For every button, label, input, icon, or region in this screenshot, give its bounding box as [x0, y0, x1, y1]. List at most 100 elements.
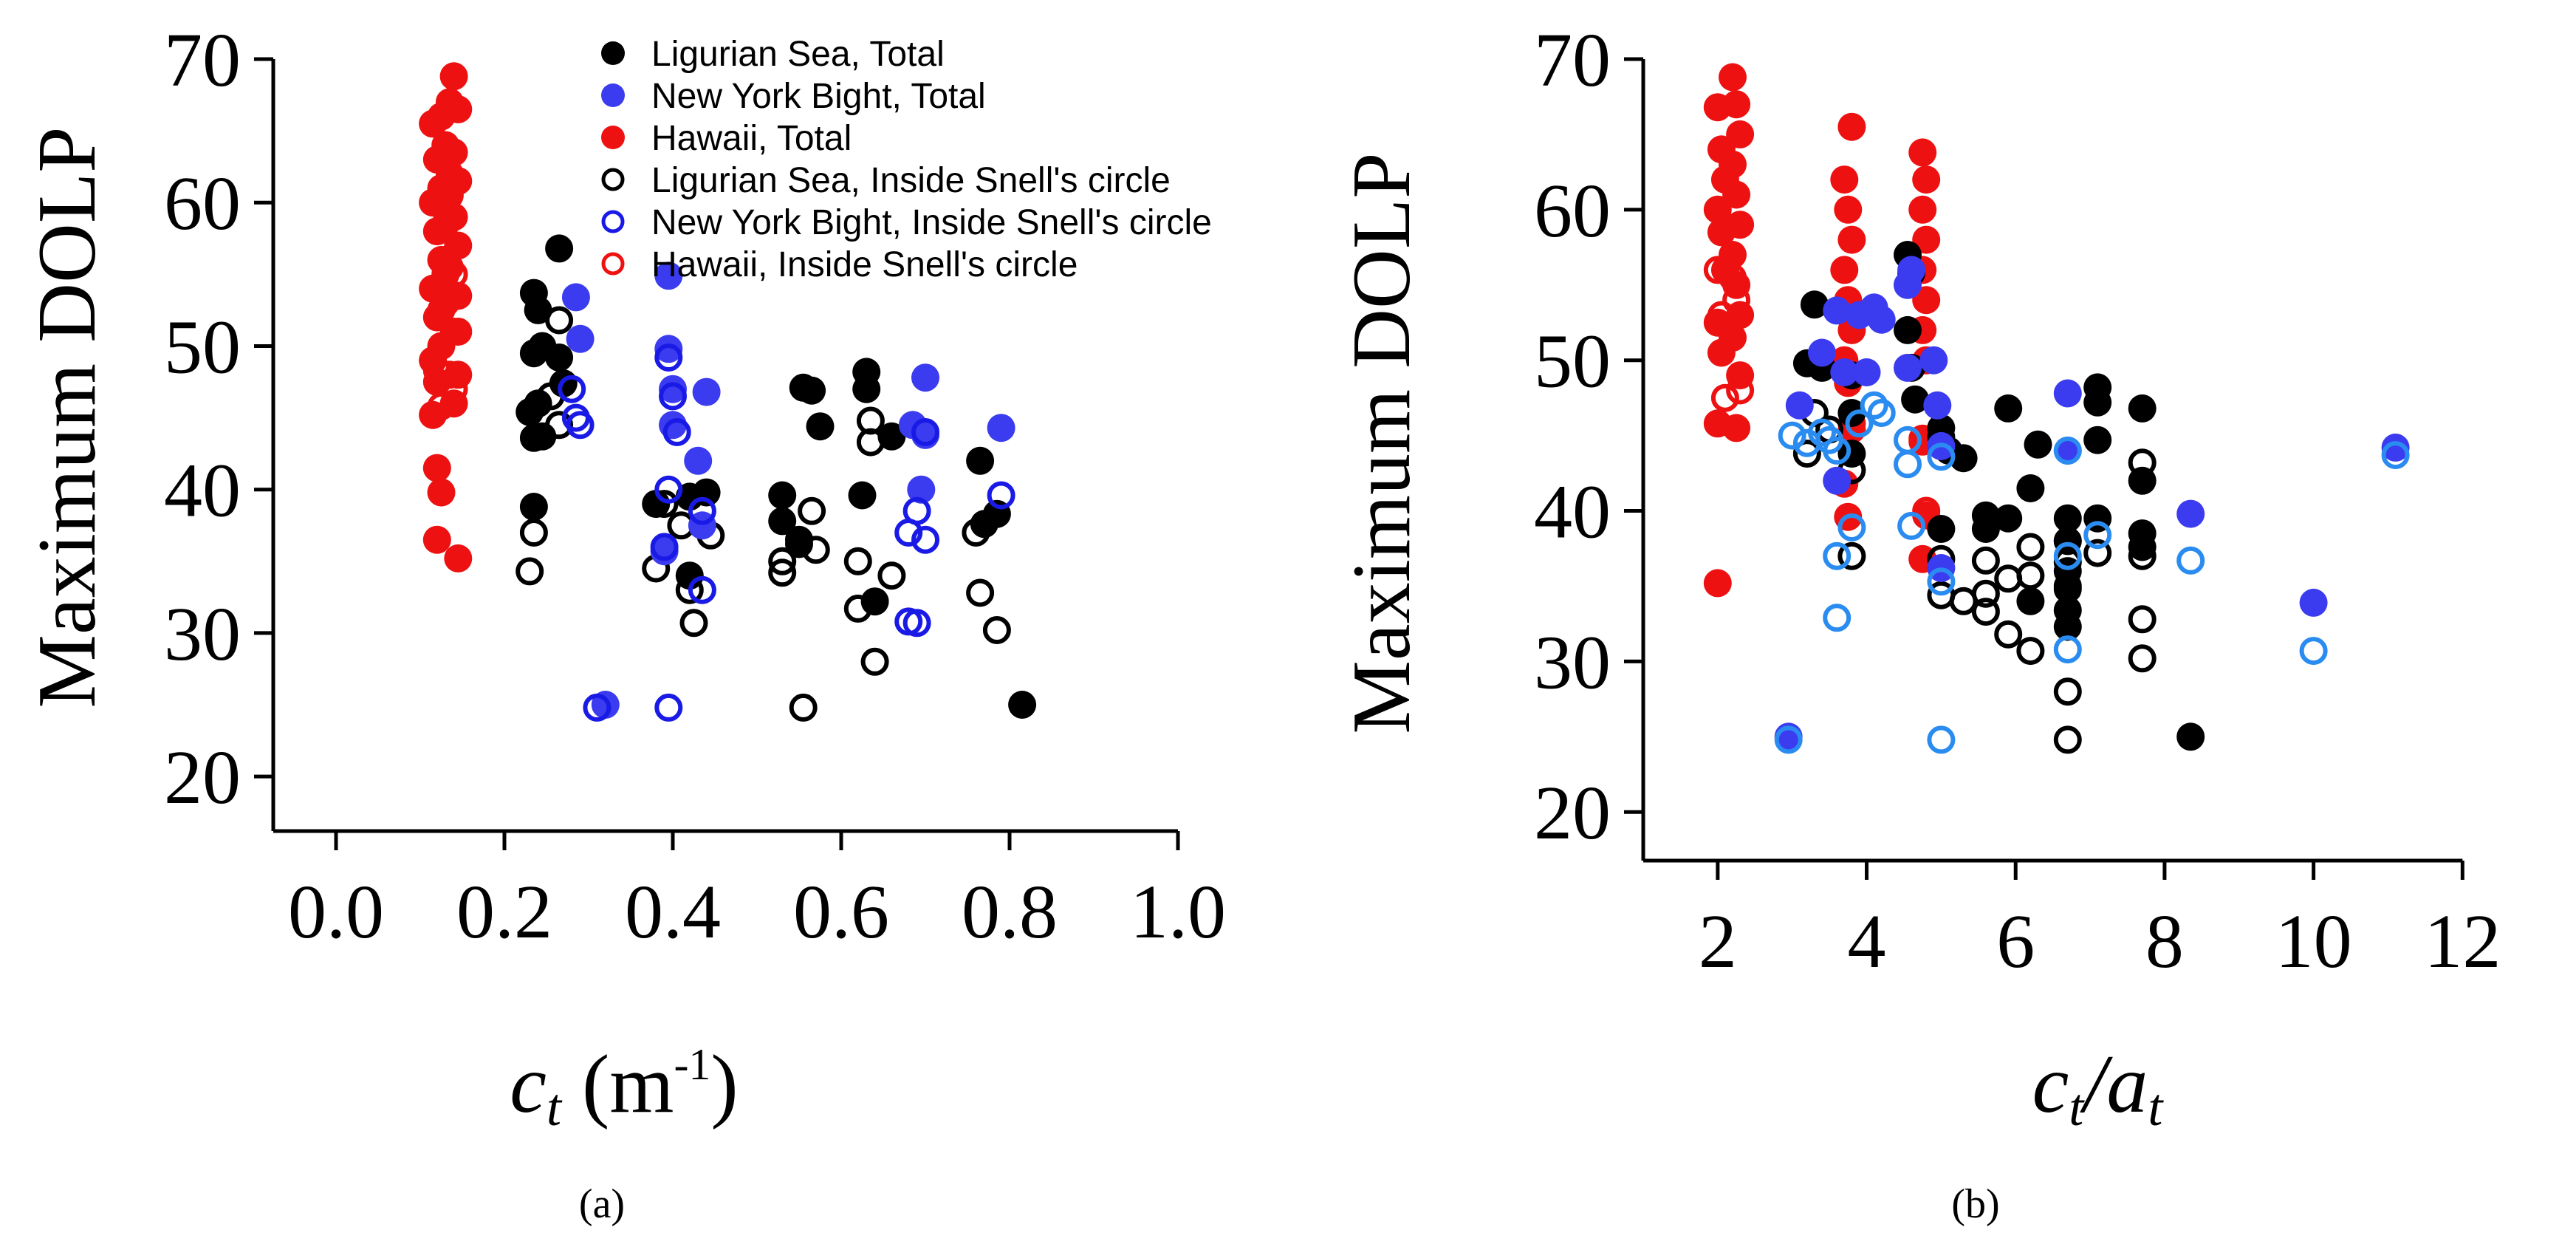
panel-b-point-new-york-bight-inside-snell-s-circle — [1927, 725, 1956, 754]
panel-b-point-new-york-bight-inside-snell-s-circle — [2176, 546, 2205, 575]
panel-b-point-new-york-bight-total — [1919, 346, 1948, 375]
panel-a-ytick-label: 40 — [164, 448, 241, 533]
legend-label-5: Hawaii, Inside Snell's circle — [651, 245, 1078, 284]
panel-b-point-new-york-bight-inside-snell-s-circle — [1927, 442, 1956, 471]
panel-a-point-hawaii-total — [435, 253, 464, 281]
panel-a-point-ligurian-sea-total — [877, 422, 906, 451]
panel-b-point-hawaii-total — [1722, 414, 1751, 442]
panel-b-point-ligurian-sea-inside-snell-s-circle — [2128, 644, 2157, 673]
panel-b-point-ligurian-sea-inside-snell-s-circle — [2016, 533, 2045, 561]
panel-b-points — [1703, 63, 2410, 754]
panel-a-point-new-york-bight-total — [987, 414, 1015, 442]
panel-b-point-new-york-bight-total — [1823, 466, 1852, 495]
panel-a: 20 30 40 50 60 70 0.0 0.2 0.4 0.6 0.8 1.0 Maximum D… — [21, 18, 1226, 1227]
panel-b-point-new-york-bight-total — [1923, 391, 1952, 420]
panel-b-point-ligurian-sea-inside-snell-s-circle — [2128, 448, 2157, 477]
panel-b-point-hawaii-inside-snell-s-circle — [1912, 496, 1941, 525]
panel-b-point-ligurian-sea-inside-snell-s-circle — [1792, 440, 1821, 468]
panel-b-point-new-york-bight-inside-snell-s-circle — [2053, 541, 2082, 570]
panel-b-point-ligurian-sea-total — [1971, 515, 2000, 543]
panel-b-point-hawaii-total — [1703, 195, 1732, 224]
panel-a-point-hawaii-total — [439, 62, 468, 91]
panel-b-ytick-label: 30 — [1534, 620, 1611, 705]
panel-a-point-hawaii-total — [422, 525, 451, 554]
panel-b-ytick-label: 40 — [1534, 470, 1611, 555]
panel-a-point-hawaii-total — [444, 231, 473, 260]
panel-a-point-new-york-bight-inside-snell-s-circle — [654, 475, 683, 504]
panel-b-point-ligurian-sea-total — [2083, 426, 2112, 454]
panel-a-xtick-label: 1.0 — [1130, 869, 1226, 954]
panel-a-xlabel: ct (m-1) — [510, 1039, 738, 1137]
panel-a-point-new-york-bight-inside-snell-s-circle — [902, 609, 931, 638]
panel-a-point-ligurian-sea-inside-snell-s-circle — [768, 547, 797, 575]
panel-b-point-ligurian-sea-inside-snell-s-circle — [1837, 541, 1866, 570]
panel-b-point-new-york-bight-inside-snell-s-circle — [1845, 409, 1874, 438]
panel-b-point-hawaii-inside-snell-s-circle — [1719, 263, 1747, 292]
panel-a-point-ligurian-sea-inside-snell-s-circle — [515, 557, 544, 586]
panel-a-point-new-york-bight-inside-snell-s-circle — [650, 533, 679, 561]
panel-a-xtick-label: 0.4 — [625, 869, 721, 954]
panel-b-xlabel-sub: t — [2069, 1078, 2085, 1137]
panel-a-point-new-york-bight-inside-snell-s-circle — [911, 418, 939, 446]
panel-a-point-ligurian-sea-inside-snell-s-circle — [843, 547, 872, 575]
panel-b-point-new-york-bight-inside-snell-s-circle — [1867, 399, 1896, 427]
panel-b-point-ligurian-sea-total — [2024, 430, 2052, 459]
panel-b-xtick-label: 2 — [1699, 899, 1737, 984]
panel-b-point-hawaii-total — [1837, 112, 1866, 141]
panel-b-point-new-york-bight-inside-snell-s-circle — [1823, 437, 1852, 465]
panel-a-point-new-york-bight-total — [659, 375, 687, 403]
panel-b-point-hawaii-total — [1719, 150, 1747, 179]
panel-b-point-new-york-bight-total — [1852, 358, 1881, 386]
panel-a-point-ligurian-sea-total — [524, 389, 552, 418]
legend-marker-2 — [601, 126, 625, 149]
panel-a-point-ligurian-sea-inside-snell-s-circle — [962, 519, 990, 547]
panel-a-point-ligurian-sea-total — [642, 490, 671, 519]
panel-b-point-ligurian-sea-total — [2083, 388, 2112, 417]
panel-b-point-ligurian-sea-inside-snell-s-circle — [2016, 637, 2045, 666]
panel-b-ylabel: Maximum DOLP — [1336, 152, 1428, 734]
panel-b-point-ligurian-sea-total — [2176, 722, 2205, 751]
panel-b-point-hawaii-inside-snell-s-circle — [1707, 301, 1736, 329]
panel-a-point-new-york-bight-inside-snell-s-circle — [662, 418, 691, 446]
panel-b-point-new-york-bight-total — [1830, 358, 1859, 386]
panel-b-point-ligurian-sea-total — [2016, 474, 2045, 502]
panel-b-xtick-label: 8 — [2145, 899, 2184, 984]
panel-a-point-ligurian-sea-inside-snell-s-circle — [545, 306, 574, 335]
panel-a-ytick-label: 60 — [164, 161, 241, 246]
panel-b-ytick-label: 50 — [1534, 319, 1611, 404]
panel-b-point-ligurian-sea-total — [1927, 515, 1956, 543]
panel-b-point-ligurian-sea-total — [1901, 385, 1930, 414]
panel-b-point-hawaii-total — [1908, 195, 1937, 224]
panel-b-point-new-york-bight-total — [1867, 305, 1896, 334]
panel-a-xtick-label: 0.8 — [962, 869, 1058, 954]
panel-a-point-ligurian-sea-total — [524, 295, 552, 324]
panel-a-point-ligurian-sea-inside-snell-s-circle — [545, 411, 574, 440]
panel-b-point-new-york-bight-inside-snell-s-circle — [1927, 567, 1956, 596]
panel-a-point-hawaii-total — [422, 454, 451, 482]
panel-a-xlabel-close: ) — [710, 1039, 738, 1130]
panel-b-point-new-york-bight-total — [1785, 391, 1814, 420]
panel-a-point-ligurian-sea-total — [852, 375, 881, 403]
panel-b-point-new-york-bight-inside-snell-s-circle — [1823, 541, 1852, 570]
legend-marker-5 — [601, 252, 625, 276]
panel-a-point-new-york-bight-total — [911, 363, 939, 392]
panel-a-point-hawaii-total — [444, 544, 473, 573]
panel-a-point-ligurian-sea-inside-snell-s-circle — [650, 490, 679, 519]
panel-a-xlabel-unit: (m — [561, 1039, 674, 1130]
panel-b-point-ligurian-sea-inside-snell-s-circle — [2128, 541, 2157, 570]
panel-b-point-hawaii-inside-snell-s-circle — [1710, 383, 1739, 412]
panel-a-point-new-york-bight-inside-snell-s-circle — [566, 411, 595, 440]
panel-b-point-hawaii-total — [1830, 165, 1859, 194]
panel-a-point-new-york-bight-total — [654, 262, 683, 290]
panel-b-xlabel-main: c — [2032, 1039, 2069, 1130]
panel-b-point-hawaii-total — [1834, 195, 1863, 224]
panel-b-point-hawaii-total — [1719, 324, 1747, 352]
panel-a-point-new-york-bight-total — [654, 335, 683, 363]
panel-b-xlabel: ct/at — [2032, 1039, 2165, 1137]
panel-b-point-ligurian-sea-total — [2016, 587, 2045, 615]
panel-b-point-new-york-bight-inside-snell-s-circle — [1774, 725, 1803, 754]
panel-b-point-ligurian-sea-total — [2128, 394, 2157, 423]
